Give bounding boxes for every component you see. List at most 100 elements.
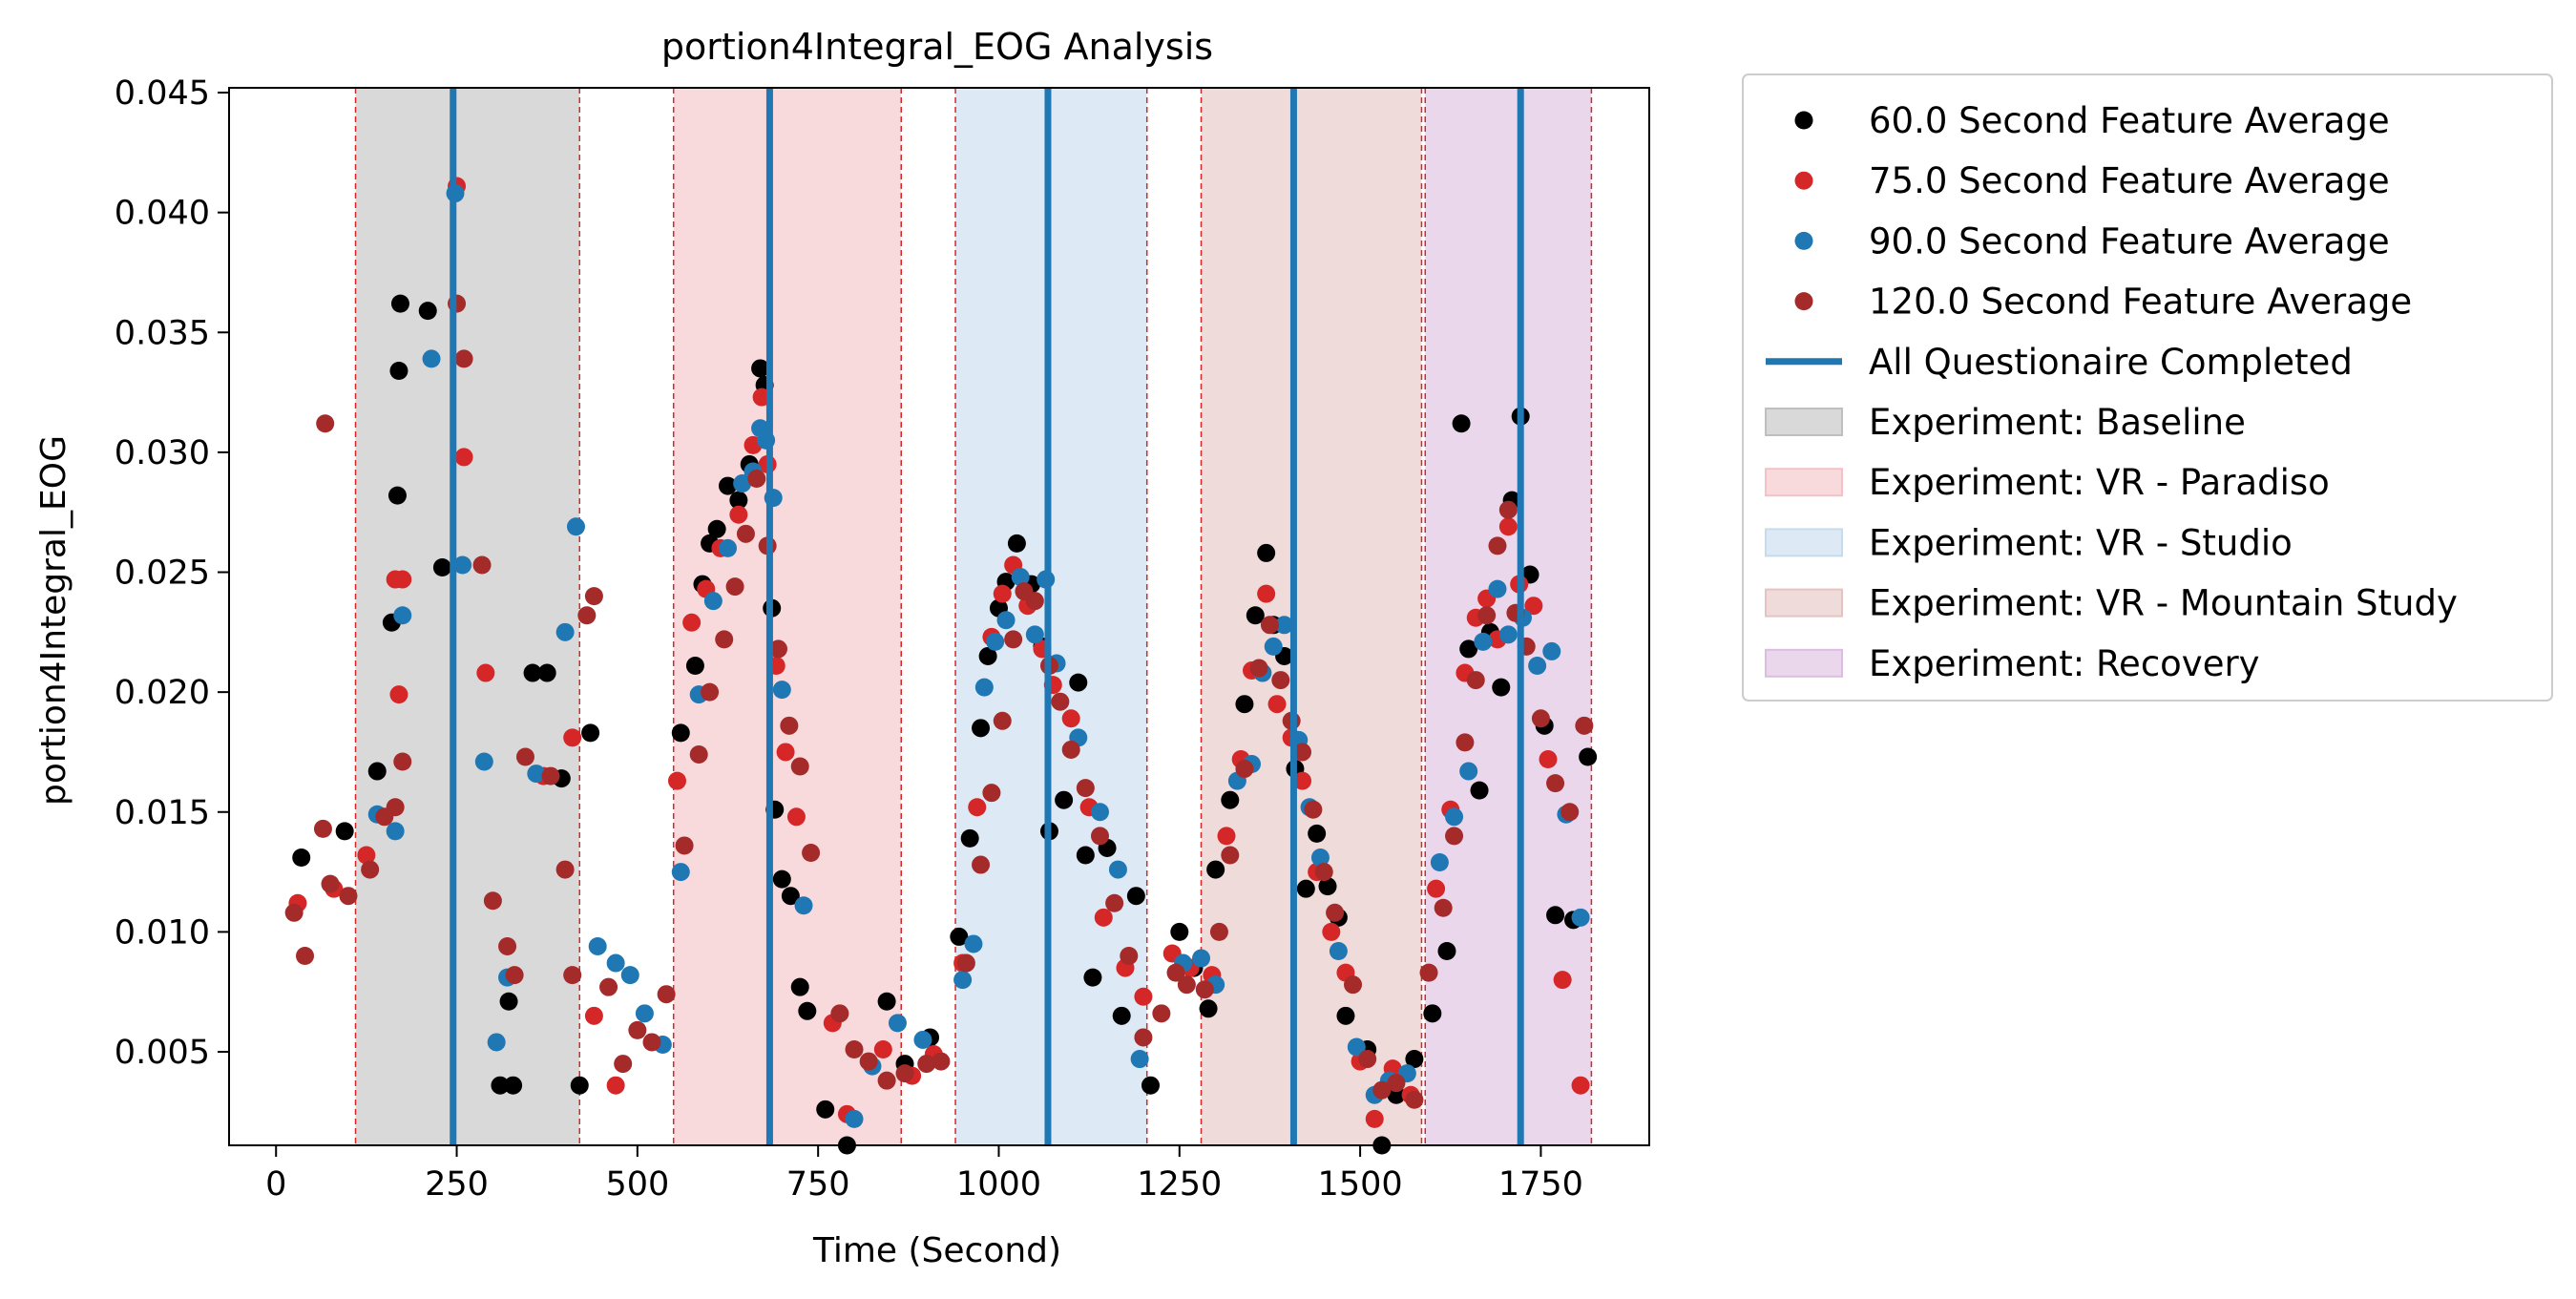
- data-point-s1-45: [1217, 827, 1236, 846]
- data-point-s2-71: [1571, 908, 1590, 927]
- data-point-s0-40: [972, 719, 991, 738]
- data-point-s3-73: [1304, 800, 1323, 819]
- data-point-s2-66: [1498, 625, 1518, 644]
- data-point-s3-37: [790, 757, 809, 776]
- data-point-s0-9: [491, 1076, 510, 1095]
- legend-label-0: 60.0 Second Feature Average: [1869, 100, 2390, 141]
- data-point-s0-1: [335, 822, 354, 841]
- data-point-s0-61: [1235, 695, 1254, 714]
- data-point-s2-43: [1108, 860, 1127, 879]
- data-point-s2-20: [719, 538, 738, 557]
- data-point-s3-61: [1152, 1004, 1171, 1023]
- data-point-s3-93: [1560, 803, 1580, 822]
- data-point-s3-24: [628, 1020, 647, 1039]
- data-point-s3-55: [1061, 740, 1080, 759]
- data-point-s0-77: [1437, 941, 1456, 960]
- y-tick-label-2: 0.015: [115, 794, 210, 832]
- data-point-s1-59: [1427, 879, 1446, 898]
- y-axis-label: portion4Integral_EOG: [34, 435, 73, 806]
- y-tick-label-1: 0.010: [115, 913, 210, 952]
- questionnaire-lines: [450, 88, 1524, 1145]
- data-point-s3-49: [993, 711, 1012, 730]
- data-point-s0-11: [504, 1076, 523, 1095]
- span-region-3: [1201, 88, 1422, 1145]
- data-point-s0-63: [1257, 543, 1276, 562]
- data-point-s3-38: [802, 843, 821, 862]
- data-point-s2-17: [671, 863, 690, 882]
- y-axis: 0.005 0.010 0.015 0.020 0.025 0.030 0.035 0.040…: [115, 74, 229, 1072]
- data-point-s2-13: [606, 953, 625, 973]
- y-tick-label-7: 0.040: [115, 195, 210, 233]
- data-point-s2-19: [703, 592, 723, 611]
- data-point-s0-4: [387, 486, 407, 505]
- x-axis-label: Time (Second): [812, 1231, 1061, 1270]
- legend-patch-7: [1765, 528, 1843, 557]
- data-point-s3-68: [1249, 659, 1268, 678]
- data-point-s1-5: [393, 570, 412, 589]
- data-point-s3-12: [472, 555, 492, 575]
- data-point-s3-77: [1358, 1050, 1377, 1069]
- data-point-s1-56: [1365, 1109, 1384, 1128]
- data-point-s1-32: [993, 584, 1012, 603]
- data-point-s0-51: [1083, 968, 1102, 987]
- data-point-s1-22: [776, 743, 795, 762]
- data-point-s3-76: [1344, 975, 1363, 995]
- data-point-s3-88: [1498, 500, 1518, 519]
- data-point-s0-55: [1141, 1076, 1160, 1095]
- data-point-s3-92: [1546, 774, 1565, 793]
- data-point-s2-1: [386, 822, 405, 841]
- data-point-s1-13: [667, 771, 686, 790]
- legend-label-8: Experiment: VR - Mountain Study: [1869, 583, 2458, 624]
- data-point-s3-84: [1456, 733, 1475, 752]
- data-point-s3-27: [675, 836, 694, 855]
- data-point-s1-39: [1094, 908, 1113, 927]
- data-point-s3-56: [1076, 779, 1095, 798]
- data-point-s2-12: [588, 936, 607, 955]
- data-point-s1-2: [357, 846, 376, 865]
- data-point-s3-33: [747, 470, 766, 489]
- data-point-s2-30: [888, 1014, 907, 1033]
- data-point-s2-14: [620, 966, 639, 985]
- data-point-s0-8: [432, 557, 451, 576]
- data-point-s0-30: [781, 887, 800, 906]
- data-point-s3-43: [895, 1064, 914, 1083]
- data-point-s3-86: [1477, 606, 1497, 625]
- data-point-s3-42: [877, 1071, 896, 1090]
- data-point-s3-50: [1004, 630, 1023, 649]
- data-point-s3-69: [1260, 616, 1279, 635]
- data-point-s3-45: [932, 1052, 951, 1071]
- data-point-s3-15: [505, 966, 524, 985]
- data-point-s1-49: [1267, 695, 1287, 714]
- data-point-s3-36: [780, 716, 799, 735]
- data-point-s2-5: [453, 555, 472, 575]
- data-point-s3-67: [1235, 760, 1254, 779]
- data-point-s3-21: [584, 587, 603, 606]
- data-point-s2-2: [393, 606, 412, 625]
- data-point-s3-9: [393, 752, 412, 771]
- data-point-s3-63: [1177, 975, 1196, 995]
- data-point-s3-6: [361, 860, 380, 879]
- legend-patch-6: [1765, 468, 1843, 497]
- data-point-s3-41: [859, 1052, 878, 1071]
- data-point-s3-60: [1134, 1028, 1153, 1047]
- data-point-s3-4: [321, 874, 340, 893]
- legend-box: [1742, 73, 2553, 702]
- data-point-s2-57: [1347, 1037, 1366, 1057]
- legend-label-3: 120.0 Second Feature Average: [1869, 282, 2412, 323]
- data-point-s3-16: [515, 747, 534, 766]
- data-point-s0-56: [1170, 922, 1189, 941]
- data-point-s1-53: [1322, 922, 1341, 941]
- x-axis: 0 250 500 750 1000 1250 1500 1750: [265, 1145, 1583, 1204]
- data-point-s2-56: [1329, 941, 1348, 960]
- data-point-s3-78: [1372, 1080, 1392, 1100]
- legend: 60.0 Second Feature Average 75.0 Second F…: [1742, 73, 2553, 702]
- data-point-s0-53: [1112, 1006, 1131, 1025]
- data-point-s3-22: [599, 977, 618, 996]
- data-point-s0-35: [877, 992, 896, 1011]
- data-point-s3-70: [1271, 671, 1290, 690]
- data-point-s0-62: [1246, 606, 1265, 625]
- data-point-s1-67: [1524, 597, 1543, 616]
- data-point-s2-44: [1130, 1050, 1149, 1069]
- data-point-s3-72: [1293, 743, 1312, 762]
